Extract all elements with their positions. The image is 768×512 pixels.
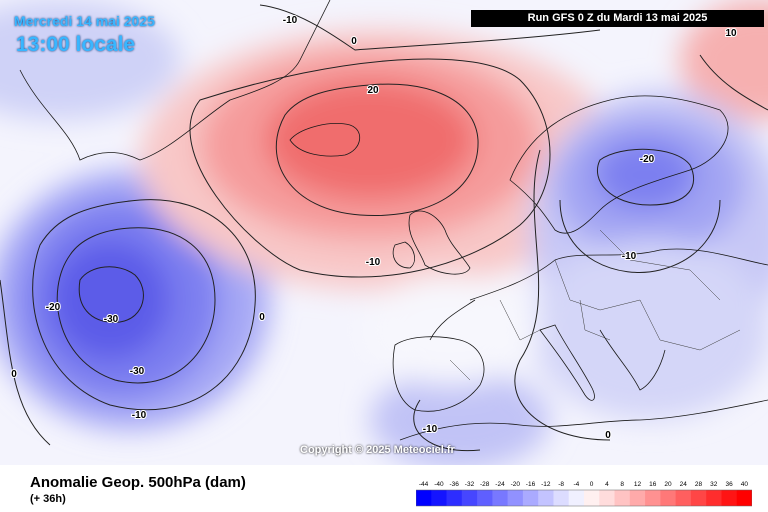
anomaly-shading [0,0,768,465]
forecast-time: 13:00 locale [16,33,136,56]
contour-lines [0,4,768,452]
legend-swatch [522,490,539,506]
legend-swatch [461,490,478,506]
legend-label: -32 [465,481,475,488]
legend-label: 8 [620,481,624,488]
forecast-lead-time: (+ 36h) [30,493,66,505]
legend-swatch [599,490,616,506]
legend-swatch [706,490,722,506]
copyright-notice: Copyright © 2025 Meteociel.fr [300,444,455,456]
legend-swatch [416,490,432,506]
legend-swatch [446,490,463,506]
legend-swatch [660,490,677,506]
model-run-label: Run GFS 0 Z du Mardi 13 mai 2025 [471,10,764,27]
legend-swatch [721,490,738,506]
legend-label: -4 [574,481,580,488]
legend-swatch [492,490,509,506]
contour-label-atlantic-30a: -30 [104,314,119,325]
legend-label: 0 [590,481,594,488]
contour-label-northeast-10: 10 [725,28,737,39]
legend-swatches [416,489,752,507]
legend-swatch [614,490,631,506]
contour-label-atlantic-30b: -30 [130,366,145,377]
legend-swatch [477,490,493,506]
legend-label: 40 [741,481,749,488]
contour-label-ridge-20: 20 [367,85,379,96]
legend-swatch [507,490,524,506]
legend-label: -28 [480,481,490,488]
legend-label: -16 [526,481,536,488]
legend-label: -8 [558,481,564,488]
contour-label-atlantic-20: -20 [46,302,61,313]
legend-swatch [645,490,661,506]
legend-label: 16 [649,481,657,488]
legend-label: 32 [710,481,718,488]
legend-swatch [675,490,692,506]
legend-label: -24 [495,481,505,488]
legend-labels: -44 -40 -36 -32 -28 -24 -20 -16 -12 -8 -4 0 4 8 12 16 20… [419,481,749,488]
legend-label: 28 [695,481,703,488]
contour-label-north-10: -10 [283,15,298,26]
forecast-date: Mercredi 14 mai 2025 [14,13,155,29]
legend-swatch [538,490,554,506]
contour-label-east-10: -10 [622,251,637,262]
legend-swatch [736,490,752,506]
legend-label: 12 [634,481,642,488]
country-borders [449,229,741,381]
contour-label-north-0: 0 [351,36,357,47]
contour-label-west-0: 0 [11,369,17,380]
legend-swatch [553,490,570,506]
legend-label: -36 [449,481,459,488]
legend-label: -20 [511,481,521,488]
legend-swatch [568,490,585,506]
contour-label-atlantic-0: 0 [259,312,265,323]
coastlines [19,0,768,441]
legend-swatch [690,490,707,506]
contour-label-layer: -10 0 10 20 -20 -10 -10 -20 -30 -30 -10 0 0 -10 0 [10,14,738,442]
legend-label: 20 [664,481,672,488]
anomaly-map: -10 0 10 20 -20 -10 -10 -20 -30 -30 -10 0 0 -10 0 [0,0,768,465]
legend-label: 24 [680,481,688,488]
color-scale-legend: -44 -40 -36 -32 -28 -24 -20 -16 -12 -8 -4 0 4 8 12 16 20… [416,481,752,507]
legend-swatch [629,490,646,506]
contour-label-med-0: 0 [605,430,611,441]
legend-label: 36 [725,481,733,488]
legend-swatch [431,490,448,506]
legend-label: -40 [434,481,444,488]
contour-label-atlantic-10: -10 [132,410,147,421]
legend-label: -12 [541,481,551,488]
legend-label: 4 [605,481,609,488]
legend-border [416,489,752,507]
map-title: Anomalie Geop. 500hPa (dam) [30,474,246,491]
contour-label-scandinavia-20: -20 [640,154,655,165]
contour-label-spain-10: -10 [423,424,438,435]
legend-swatch [584,490,600,506]
contour-label-uk-10: -10 [366,257,381,268]
legend-label: -44 [419,481,429,488]
